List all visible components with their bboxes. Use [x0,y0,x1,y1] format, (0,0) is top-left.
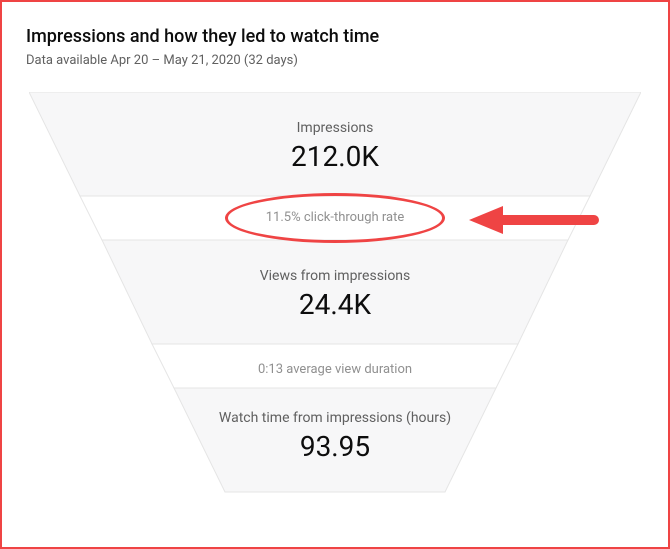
funnel-chart: Impressions 212.0K 11.5% click-through r… [29,92,641,522]
funnel-section-watchtime: Watch time from impressions (hours) 93.9… [29,410,641,463]
funnel-value: 212.0K [29,140,641,173]
funnel-label: Impressions [29,120,641,136]
analytics-card: Impressions and how they led to watch ti… [0,0,670,549]
card-subtitle: Data available Apr 20 – May 21, 2020 (32… [26,53,644,68]
funnel-label: Views from impressions [29,268,641,284]
funnel-section-impressions: Impressions 212.0K [29,120,641,173]
funnel-section-avd: 0:13 average view duration [29,358,641,377]
funnel-label: Watch time from impressions (hours) [29,410,641,426]
avd-text: 0:13 average view duration [258,362,412,377]
ctr-text: 11.5% click-through rate [266,210,405,225]
funnel-value: 24.4K [29,288,641,321]
card-title: Impressions and how they led to watch ti… [26,26,644,47]
funnel-value: 93.95 [29,430,641,463]
funnel-section-views: Views from impressions 24.4K [29,268,641,321]
